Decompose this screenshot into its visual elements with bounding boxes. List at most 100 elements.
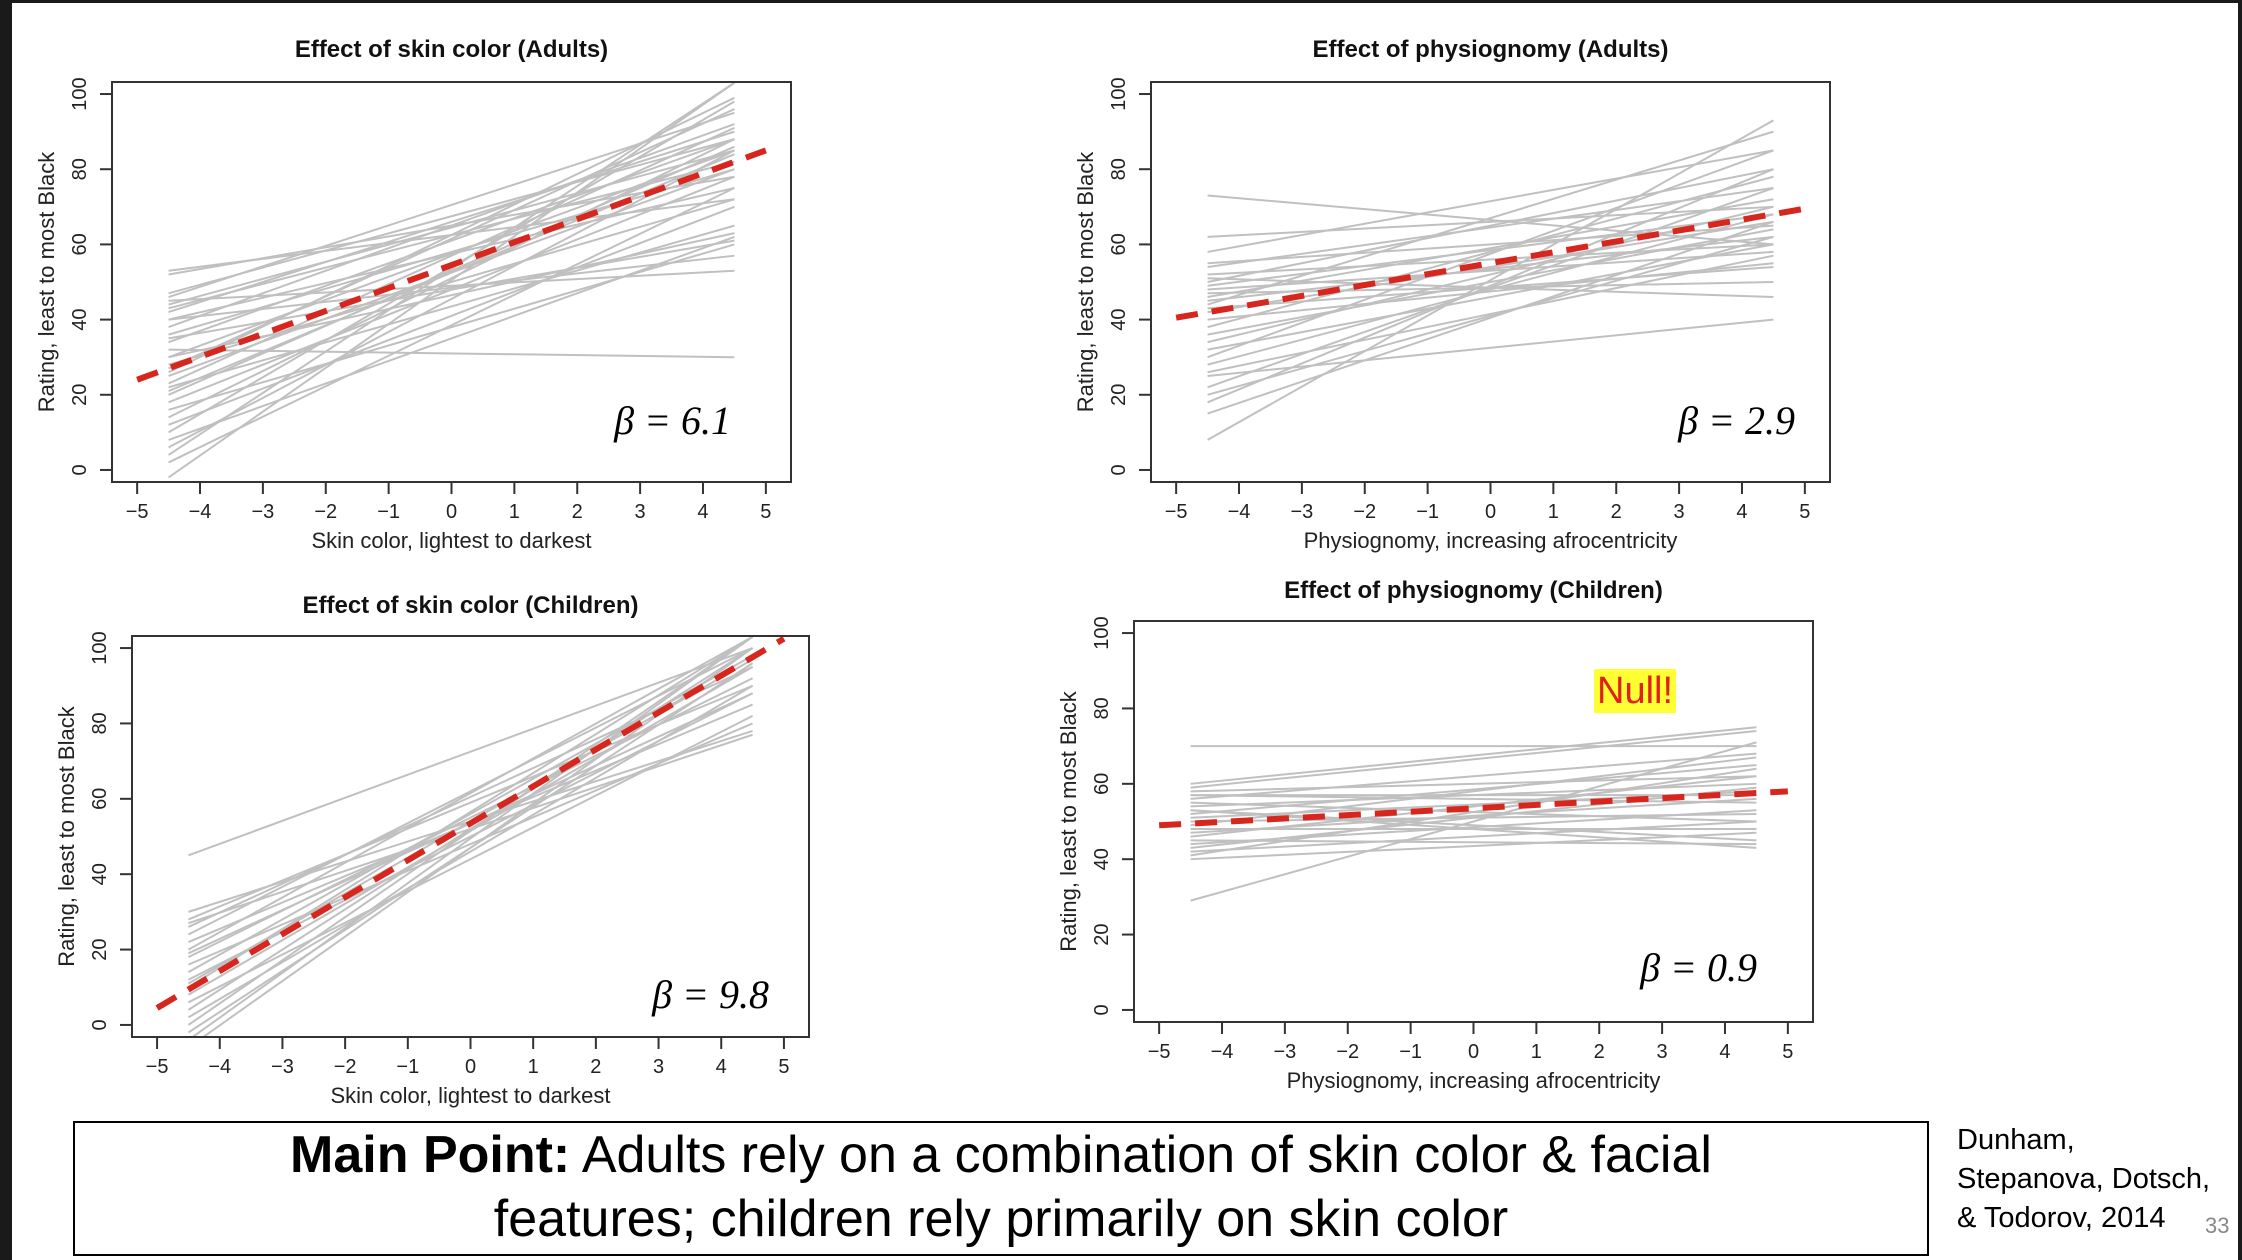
participant-line <box>168 108 735 370</box>
participant-line <box>168 269 735 302</box>
x-tick-label: 1 <box>528 1056 539 1078</box>
participant-line <box>168 239 735 340</box>
participant-line <box>188 647 753 857</box>
x-tick-label: 2 <box>572 501 583 523</box>
x-tick-label: 1 <box>1531 1041 1542 1063</box>
x-tick-label: 0 <box>465 1056 476 1078</box>
participant-line <box>168 149 735 306</box>
x-tick-label: −3 <box>1273 1041 1296 1063</box>
y-tick-label: 60 <box>69 233 91 255</box>
participant-line <box>1190 730 1757 789</box>
y-axis-label: Rating, least to most Black <box>1056 690 1081 951</box>
chart-title: Effect of physiognomy (Children) <box>1284 577 1663 604</box>
participant-line <box>1190 831 1757 861</box>
y-tick-label: 60 <box>1108 233 1130 255</box>
participant-line <box>168 153 735 392</box>
participant-line <box>168 82 735 456</box>
y-tick-label: 0 <box>1091 1004 1113 1015</box>
fit-line <box>1158 788 1789 829</box>
x-axis-label: Skin color, lightest to darkest <box>311 528 591 553</box>
x-tick-label: 5 <box>760 501 771 523</box>
null-callout: Null! <box>1594 669 1677 713</box>
participant-line <box>168 130 735 314</box>
y-tick-label: 40 <box>69 308 91 330</box>
participant-line <box>168 235 735 441</box>
x-tick-label: 5 <box>1799 501 1810 523</box>
chart-3: −5 −4 −3 −2 −1 0 1 2 3 4 5 0 20 40 60 80 100 Effect of sk… <box>54 592 810 1108</box>
chart-2: −5 −4 −3 −2 −1 0 1 2 3 4 5 0 20 40 60 80 100 Effect of ph… <box>1073 36 1831 553</box>
participant-line <box>1207 213 1774 287</box>
participant-line <box>168 254 735 321</box>
participant-line <box>1207 250 1774 291</box>
y-tick-label: 20 <box>89 938 111 960</box>
participant-line <box>1207 130 1774 306</box>
participant-line <box>187 647 754 936</box>
participant-line <box>1207 262 1774 321</box>
participant-line <box>1207 168 1774 404</box>
participant-line <box>168 126 735 385</box>
y-tick-label: 0 <box>69 464 91 475</box>
x-axis-label: Physiognomy, increasing afrocentricity <box>1287 1068 1661 1093</box>
x-tick-label: −4 <box>208 1056 231 1078</box>
main-point-text-line2: features; children rely primarily on ski… <box>493 1190 1509 1248</box>
citation-line: Stepanova, Dotsch, <box>1957 1163 2211 1195</box>
y-tick-label: 100 <box>69 77 91 110</box>
plot-area <box>168 82 735 479</box>
participant-line <box>1207 213 1774 366</box>
x-tick-label: −4 <box>1228 501 1251 523</box>
participant-line <box>1207 318 1774 377</box>
x-tick-label: −1 <box>1416 501 1439 523</box>
beta-annotation: β = 2.9 <box>1677 398 1795 443</box>
fit-line <box>155 636 786 1011</box>
participant-line <box>168 243 735 411</box>
y-tick-label: 40 <box>89 863 111 885</box>
x-tick-label: −5 <box>126 501 149 523</box>
y-tick-label: 80 <box>89 712 111 734</box>
x-tick-label: −5 <box>1165 501 1188 523</box>
x-tick-label: −2 <box>314 501 337 523</box>
y-tick-label: 40 <box>1091 848 1113 870</box>
x-tick-label: −3 <box>271 1056 294 1078</box>
participant-line <box>168 138 735 419</box>
participant-line <box>1190 752 1757 800</box>
participant-line <box>187 715 754 1004</box>
participant-line <box>187 684 754 1019</box>
participant-line <box>1207 265 1774 310</box>
participant-line <box>168 168 735 336</box>
participant-line <box>168 205 735 426</box>
x-tick-label: −2 <box>1336 1041 1359 1063</box>
x-tick-label: −5 <box>146 1056 169 1078</box>
x-tick-label: 4 <box>697 501 708 523</box>
participant-line <box>1190 775 1757 838</box>
participant-line <box>1207 254 1774 374</box>
citation: Dunham, Stepanova, Dotsch, & Todorov, 20… <box>1957 1121 2210 1238</box>
participant-line <box>168 224 735 389</box>
participant-line <box>1190 763 1757 815</box>
participant-line <box>168 149 735 449</box>
x-tick-label: −3 <box>251 501 274 523</box>
participant-line <box>168 187 735 464</box>
participant-line <box>1207 175 1774 329</box>
main-point-box: Main Point: Adults rely on a combination… <box>73 1121 1929 1256</box>
participant-line <box>1190 741 1757 902</box>
y-tick-label: 100 <box>1091 616 1113 649</box>
participant-line <box>168 138 735 344</box>
citation-line: & Todorov, 2014 <box>1957 1202 2166 1234</box>
x-tick-label: 2 <box>1594 1041 1605 1063</box>
participant-line <box>1207 149 1774 359</box>
y-axis-label: Rating, least to most Black <box>34 151 59 412</box>
participant-line <box>1190 794 1757 804</box>
chart-title: Effect of physiognomy (Adults) <box>1313 36 1669 63</box>
citation-line: Dunham, <box>1957 1124 2075 1156</box>
participant-line <box>1207 243 1774 351</box>
chart-title: Effect of skin color (Adults) <box>295 36 608 63</box>
y-tick-label: 80 <box>69 158 91 180</box>
participant-line <box>1207 220 1774 415</box>
x-tick-label: 4 <box>1736 501 1747 523</box>
x-tick-label: −4 <box>189 501 212 523</box>
participant-line <box>1207 149 1774 253</box>
participant-line <box>168 232 735 359</box>
participant-line <box>168 123 735 329</box>
fit-line <box>136 147 767 383</box>
